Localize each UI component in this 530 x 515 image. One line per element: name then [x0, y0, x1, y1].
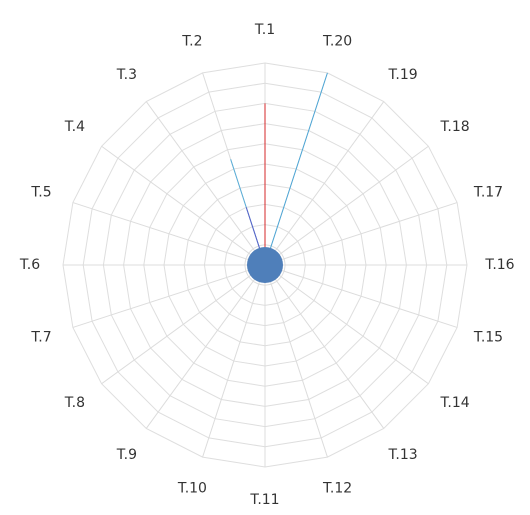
axis-label-T-10: T.10 — [177, 481, 207, 497]
spoke-T.3 — [145, 101, 266, 266]
series-layer — [230, 72, 328, 266]
axis-label-T-1: T.1 — [254, 22, 275, 38]
spoke-T.15 — [264, 264, 458, 328]
axis-label-T-15: T.15 — [473, 330, 503, 346]
axis-label-T-6: T.6 — [19, 257, 40, 273]
axis-label-T-18: T.18 — [440, 119, 470, 135]
axis-label-T-11: T.11 — [249, 492, 279, 508]
spoke-T.12 — [264, 264, 328, 458]
axis-label-T-9: T.9 — [116, 447, 137, 463]
axis-label-T-2: T.2 — [181, 34, 202, 50]
spoke-T.14 — [264, 264, 429, 385]
axis-label-T-4: T.4 — [64, 119, 85, 135]
axis-label-T-3: T.3 — [116, 67, 137, 83]
axis-label-T-20: T.20 — [322, 34, 352, 50]
spoke-T.5 — [72, 202, 266, 266]
center-marker — [247, 247, 283, 283]
spoke-T.10 — [202, 264, 266, 458]
spoke-T.13 — [264, 264, 385, 429]
spoke-T.4 — [101, 145, 266, 266]
series-2-shape — [264, 72, 328, 266]
spoke-T.9 — [145, 264, 266, 429]
spoke-T.17 — [264, 202, 458, 266]
spoke-T.8 — [101, 264, 266, 385]
axis-label-T-7: T.7 — [30, 330, 51, 346]
axis-label-T-16: T.16 — [484, 257, 514, 273]
center-layer — [247, 247, 283, 283]
axis-label-T-19: T.19 — [388, 67, 418, 83]
axis-label-T-14: T.14 — [440, 395, 470, 411]
series-4-shape — [245, 207, 266, 266]
spoke-T.7 — [72, 264, 266, 328]
axis-label-T-8: T.8 — [64, 395, 85, 411]
axis-labels: T.1 T.20 T.19 T.18 T.17 T.16 T.15 T.14 T.13 T.12 T… — [19, 22, 515, 508]
axis-label-T-17: T.17 — [473, 184, 503, 200]
spoke-T.18 — [264, 145, 429, 266]
axis-label-T-12: T.12 — [322, 481, 352, 497]
axis-label-T-5: T.5 — [30, 184, 51, 200]
spoke-T.19 — [264, 101, 385, 266]
axis-label-T-13: T.13 — [388, 447, 418, 463]
